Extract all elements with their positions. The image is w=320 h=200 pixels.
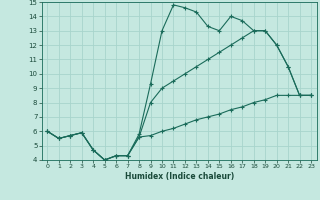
X-axis label: Humidex (Indice chaleur): Humidex (Indice chaleur) bbox=[124, 172, 234, 181]
